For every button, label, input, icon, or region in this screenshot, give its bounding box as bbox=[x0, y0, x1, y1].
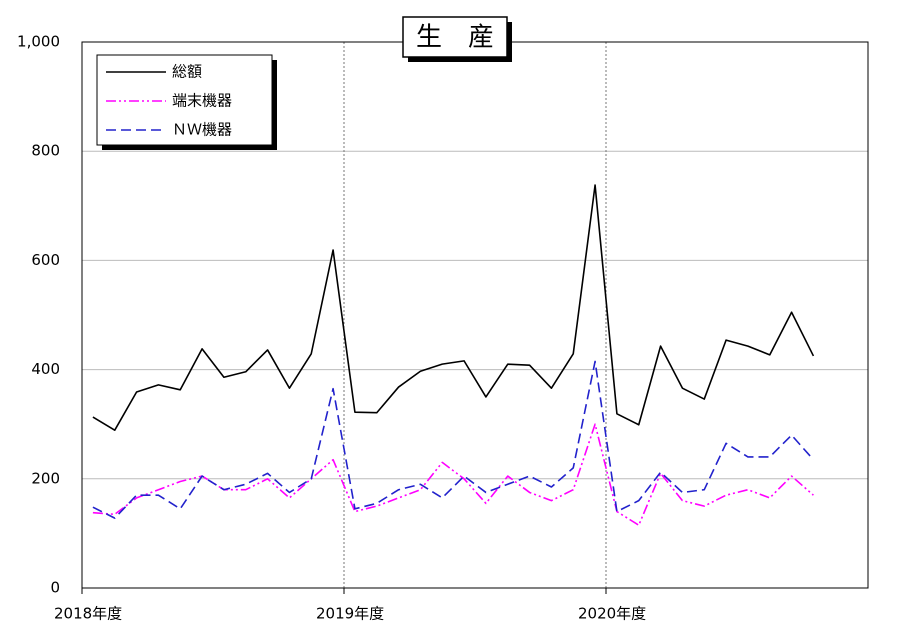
x-tick-label: 2018年度 bbox=[54, 605, 122, 623]
title-box bbox=[402, 16, 508, 58]
y-tick-label: 800 bbox=[31, 142, 60, 160]
legend-label: ＮＷ機器 bbox=[172, 121, 232, 139]
legend-label: 端末機器 bbox=[172, 92, 232, 110]
legend-label: 総額 bbox=[172, 63, 202, 81]
series-line bbox=[92, 360, 815, 519]
legend-box bbox=[96, 54, 273, 146]
x-tick-label: 2020年度 bbox=[578, 605, 646, 623]
series-line bbox=[92, 423, 814, 527]
y-tick-label: 200 bbox=[31, 469, 60, 487]
series-line bbox=[92, 184, 815, 432]
y-tick-label: 1,000 bbox=[17, 33, 60, 51]
y-tick-label: 400 bbox=[31, 360, 60, 378]
chart-title: 生 産 bbox=[416, 23, 494, 53]
y-tick-label: 0 bbox=[50, 579, 60, 597]
x-tick-label: 2019年度 bbox=[316, 605, 384, 623]
y-tick-label: 600 bbox=[31, 251, 60, 269]
